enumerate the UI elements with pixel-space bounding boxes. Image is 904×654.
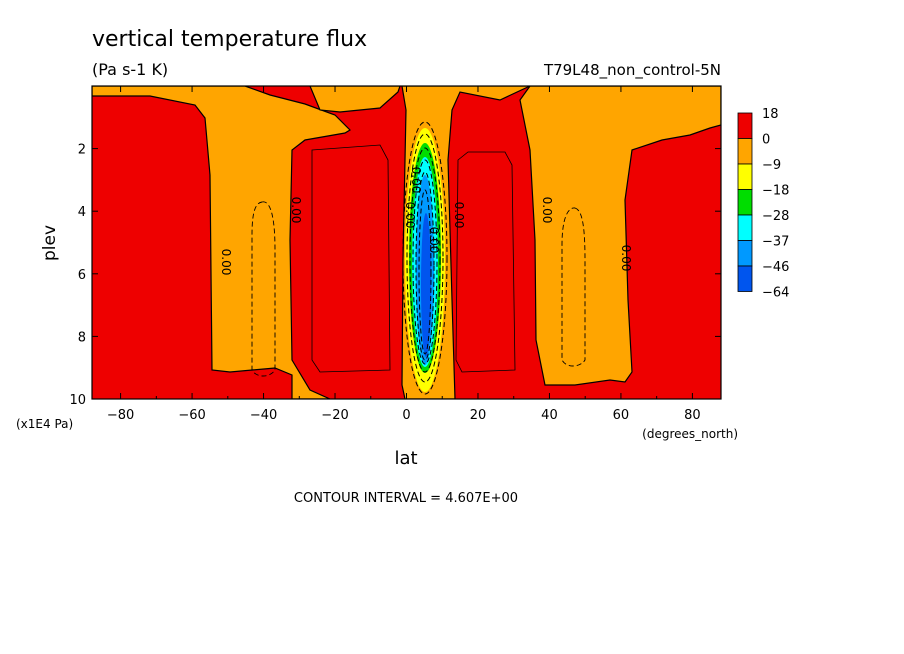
- contour-label: 0.00: [409, 167, 423, 194]
- colorbar-label: −28: [762, 209, 789, 224]
- contour-interval-text: CONTOUR INTERVAL = 4.607E+00: [294, 491, 518, 506]
- y-tick-label: 8: [78, 330, 86, 345]
- region-upper-cap: [309, 86, 401, 113]
- x-tick-label: −40: [250, 408, 277, 423]
- contour-field: 0.00 0.00 0.00 0.00 0.00 0.00 0.00 0.00: [92, 86, 721, 399]
- colorbar-swatch: [737, 138, 753, 165]
- colorbar-swatch: [737, 214, 753, 241]
- colorbar-label: −18: [762, 184, 789, 199]
- colorbar-swatch: [737, 265, 753, 292]
- colorbar-label: −64: [762, 286, 789, 301]
- contour-label: 0.00: [427, 227, 441, 254]
- chart-title: vertical temperature flux: [92, 27, 367, 52]
- x-axis-label: lat: [394, 448, 417, 469]
- contour-label: 0.00: [289, 197, 303, 224]
- x-tick-label: −60: [178, 408, 205, 423]
- x-axis: −80 −60 −40 −20 0 20 40 60 80: [107, 86, 701, 423]
- contour-label: 0.00: [403, 202, 417, 229]
- contour-labels: 0.00 0.00 0.00 0.00 0.00 0.00 0.00 0.00: [219, 167, 633, 276]
- colorbar-swatch: [737, 163, 753, 190]
- x-tick-label: 80: [684, 408, 701, 423]
- y-tick-label: 2: [78, 143, 86, 158]
- x-axis-units: (degrees_north): [642, 427, 738, 441]
- y-axis-label: plev: [40, 225, 60, 261]
- x-tick-label: 0: [402, 408, 410, 423]
- contour-label: 0.00: [619, 245, 633, 272]
- positive-contour-south: [311, 144, 391, 373]
- colorbar-label: 0: [762, 133, 770, 148]
- dashed-contour-south: [251, 201, 276, 377]
- chart-units: (Pa s-1 K): [92, 60, 168, 79]
- y-axis: 2 4 6 8 10: [69, 143, 721, 408]
- region-southern-negative: [92, 86, 351, 399]
- colorbar-label: −37: [762, 235, 789, 250]
- colorbar-swatch: [737, 240, 753, 267]
- y-tick-label: 6: [78, 268, 86, 283]
- x-tick-label: −80: [107, 408, 134, 423]
- x-tick-label: 20: [470, 408, 487, 423]
- region-northern-negative: [519, 86, 721, 386]
- colorbar: 18 0 −9 −18 −28 −37 −46 −64: [737, 107, 789, 301]
- colorbar-label: −9: [762, 158, 781, 173]
- colorbar-label: −46: [762, 260, 789, 275]
- x-tick-label: 60: [613, 408, 630, 423]
- contour-label: 0.00: [219, 249, 233, 276]
- colorbar-label: 18: [762, 107, 779, 122]
- y-axis-units: (x1E4 Pa): [16, 417, 73, 431]
- contour-label: 0.00: [540, 197, 554, 224]
- positive-contour-north: [455, 151, 516, 373]
- x-tick-label: −20: [321, 408, 348, 423]
- colorbar-swatch: [737, 189, 753, 216]
- y-tick-label: 10: [69, 393, 86, 408]
- core-blue: [421, 213, 431, 357]
- dataset-label: T79L48_non_control-5N: [543, 61, 721, 80]
- x-tick-label: 40: [541, 408, 558, 423]
- colorbar-swatch: [737, 112, 753, 139]
- core-dashed-contours: [402, 121, 448, 395]
- dashed-contour-north: [561, 207, 586, 367]
- y-tick-label: 4: [78, 205, 86, 220]
- contour-label: 0.00: [452, 202, 466, 229]
